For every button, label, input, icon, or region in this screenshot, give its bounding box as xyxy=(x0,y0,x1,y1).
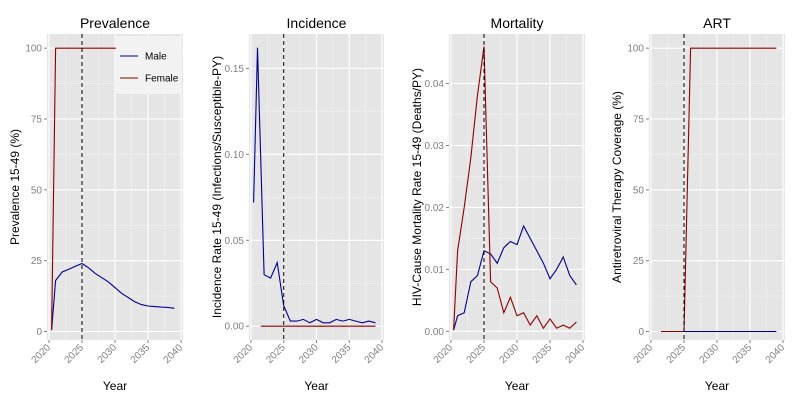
y-tick-label: 0.02 xyxy=(425,203,445,214)
legend-label-male: Male xyxy=(145,52,167,63)
series-line-female xyxy=(453,46,577,331)
panel-title: Mortality xyxy=(491,15,544,31)
y-tick-label: 75 xyxy=(633,115,645,126)
x-axis-title: Year xyxy=(705,379,729,393)
y-tick-label: 50 xyxy=(633,185,645,196)
x-tick-label: 2030 xyxy=(498,342,522,366)
x-tick-label: 2025 xyxy=(465,342,489,366)
x-tick-label: 2020 xyxy=(30,342,54,366)
x-tick-label: 2020 xyxy=(432,342,456,366)
y-tick-label: 75 xyxy=(31,115,43,126)
x-tick-label: 2025 xyxy=(63,342,87,366)
x-tick-label: 2035 xyxy=(129,342,153,366)
y-tick-label: 25 xyxy=(31,256,43,267)
y-axis-title: HIV-Cause Mortality Rate 15-49 (Deaths/P… xyxy=(410,68,424,306)
series-line-male xyxy=(51,262,175,331)
x-axis-title: Year xyxy=(304,379,328,393)
x-tick-label: 2020 xyxy=(232,342,256,366)
x-tick-label: 2025 xyxy=(264,342,288,366)
y-tick-label: 0.00 xyxy=(425,327,445,338)
y-axis-title: Antiretroviral Therapy Coverage (%) xyxy=(610,91,624,283)
panel-title: ART xyxy=(703,15,731,31)
y-tick-label: 0.05 xyxy=(225,236,245,247)
x-tick-label: 2030 xyxy=(297,342,321,366)
x-axis-title: Year xyxy=(505,379,529,393)
y-tick-label: 0.15 xyxy=(225,64,245,75)
y-axis-title: Prevalence 15-49 (%) xyxy=(8,129,22,245)
y-tick-label: 100 xyxy=(627,44,644,55)
series-line-male xyxy=(453,224,577,331)
x-tick-label: 2030 xyxy=(96,342,120,366)
x-axis-title: Year xyxy=(103,379,127,393)
y-tick-label: 0.10 xyxy=(225,150,245,161)
y-tick-label: 0.00 xyxy=(225,322,245,333)
y-tick-label: 50 xyxy=(31,185,43,196)
x-tick-label: 2025 xyxy=(665,342,689,366)
legend-box xyxy=(116,36,182,94)
y-tick-label: 0 xyxy=(36,327,42,338)
y-tick-label: 0.03 xyxy=(425,141,445,152)
y-tick-label: 25 xyxy=(633,256,645,267)
y-tick-label: 0.04 xyxy=(425,79,445,90)
x-tick-label: 2040 xyxy=(764,342,788,366)
x-tick-label: 2040 xyxy=(363,342,387,366)
y-tick-label: 0 xyxy=(638,327,644,338)
y-axis-title: Incidence Rate 15-49 (Infections/Suscept… xyxy=(210,56,224,318)
x-tick-label: 2035 xyxy=(531,342,555,366)
x-tick-label: 2040 xyxy=(162,342,186,366)
panel-title: Prevalence xyxy=(80,15,150,31)
x-tick-label: 2020 xyxy=(632,342,656,366)
x-tick-label: 2040 xyxy=(564,342,588,366)
x-tick-label: 2035 xyxy=(330,342,354,366)
x-tick-label: 2030 xyxy=(698,342,722,366)
x-tick-label: 2035 xyxy=(731,342,755,366)
series-line-male xyxy=(253,47,376,324)
legend-label-female: Female xyxy=(145,74,179,85)
y-tick-label: 100 xyxy=(25,44,42,55)
y-tick-label: 0.01 xyxy=(425,265,445,276)
panel-title: Incidence xyxy=(287,15,347,31)
